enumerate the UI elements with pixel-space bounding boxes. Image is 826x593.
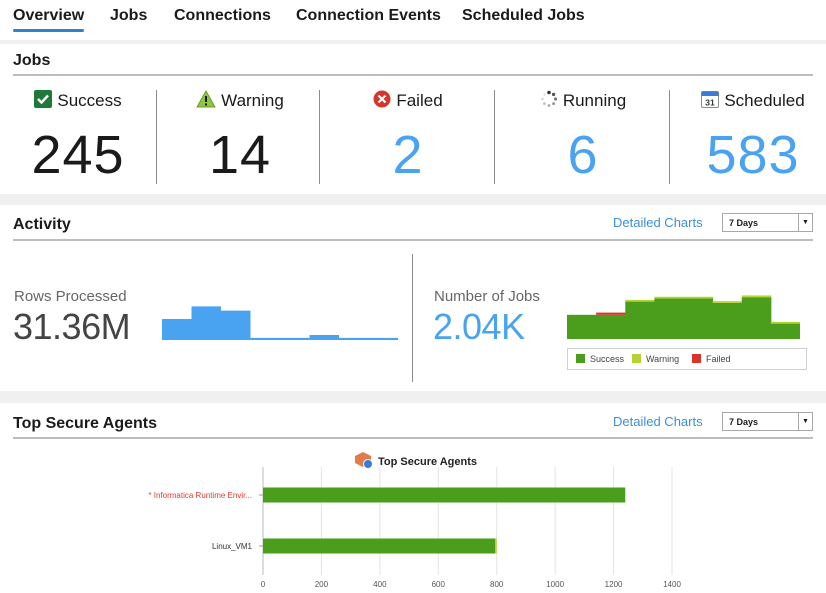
agents-bar-success[interactable] [263, 538, 496, 554]
chevron-down-icon: ▼ [798, 413, 812, 430]
legend-swatch-success [576, 354, 585, 363]
warning-count: 14 [208, 125, 272, 185]
failed-count: 2 [392, 125, 424, 185]
agents-title: Top Secure Agents [13, 415, 158, 432]
activity-divider [13, 239, 813, 241]
jobs-title: Jobs [13, 52, 51, 69]
running-count: 6 [567, 125, 599, 185]
jobs-bar-success [770, 323, 800, 339]
agents-chart-title-group: Top Secure Agents [355, 452, 477, 469]
stat-divider [494, 90, 495, 184]
jobs-bar-success [741, 297, 772, 339]
agents-range-value: 7 Days [729, 417, 759, 427]
activity-range-select[interactable]: 7 Days ▼ [722, 213, 813, 232]
agents-divider [13, 437, 813, 439]
warning-label: Warning [221, 91, 284, 110]
failed-stat[interactable]: Failed 2 [330, 90, 486, 185]
stat-divider [669, 90, 670, 184]
tab-connection-events[interactable]: Connection Events [296, 7, 441, 24]
legend-label-success: Success [590, 354, 625, 364]
agents-x-tick-label: 400 [373, 580, 387, 589]
jobs-bar-warning [625, 299, 655, 302]
scheduled-stat[interactable]: 31 Scheduled 583 [675, 90, 826, 185]
number-of-jobs-label: Number of Jobs [434, 288, 540, 305]
activity-range-value: 7 Days [729, 218, 759, 228]
agents-x-tick-label: 1200 [605, 580, 623, 589]
tab-jobs[interactable]: Jobs [110, 7, 148, 24]
agents-x-tick-label: 600 [432, 580, 446, 589]
jobs-bar-success [712, 302, 743, 339]
jobs-bar-success [567, 314, 597, 339]
failed-x-icon [373, 90, 391, 113]
chevron-down-icon: ▼ [798, 214, 812, 231]
rows-processed-area [162, 306, 398, 340]
number-of-jobs-value: 2.04K [433, 306, 525, 347]
agents-detailed-charts-link[interactable]: Detailed Charts [613, 414, 703, 429]
rows-processed-label: Rows Processed [14, 288, 127, 305]
jobs-bar-success [683, 298, 714, 339]
jobs-chart-legend: Success Warning Failed [567, 348, 807, 370]
agents-bar-success[interactable] [263, 487, 626, 503]
agents-range-select[interactable]: 7 Days ▼ [722, 412, 813, 431]
running-stat[interactable]: Running 6 [505, 90, 661, 185]
running-spinner-icon [540, 90, 558, 113]
legend-swatch-failed [692, 354, 701, 363]
jobs-bar-warning [654, 296, 684, 299]
legend-item-success: Success [576, 354, 624, 364]
legend-swatch-warning [632, 354, 641, 363]
rows-processed-chart [162, 306, 398, 340]
number-of-jobs-chart [567, 295, 800, 339]
success-stat[interactable]: Success 245 [0, 90, 156, 185]
agents-x-tick-label: 1400 [663, 580, 681, 589]
agents-x-tick-label: 1000 [546, 580, 564, 589]
activity-vertical-divider [412, 254, 413, 382]
jobs-bar-failed [596, 312, 626, 315]
activity-title: Activity [13, 216, 71, 233]
calendar-icon: 31 [701, 90, 720, 113]
agents-category-label: * Informatica Runtime Envir... [148, 491, 252, 500]
success-label: Success [57, 91, 122, 110]
jobs-bar-success [654, 298, 684, 339]
agents-chart-title: Top Secure Agents [378, 456, 477, 468]
legend-label-warning: Warning [646, 354, 680, 364]
agents-x-tick-label: 200 [315, 580, 329, 589]
tab-overview[interactable]: Overview [13, 7, 85, 32]
warning-triangle-icon [196, 89, 217, 113]
legend-item-failed: Failed [692, 354, 731, 364]
top-secure-agents-chart: Top Secure Agents 0 200 400 600 800 1000 1200 14… [148, 452, 681, 589]
tab-scheduled-jobs[interactable]: Scheduled Jobs [462, 7, 585, 24]
stat-divider [319, 90, 320, 184]
legend-item-warning: Warning [632, 354, 679, 364]
jobs-bar-warning [683, 296, 714, 299]
jobs-bar-success [596, 314, 626, 339]
scheduled-label: Scheduled [724, 91, 805, 110]
scheduled-count: 583 [706, 125, 800, 185]
secure-agent-icon [355, 452, 373, 469]
jobs-panel: Jobs [0, 44, 826, 194]
jobs-bar-success [625, 301, 655, 339]
tab-bar: Overview Jobs Connections Connection Eve… [0, 0, 826, 40]
activity-detailed-charts-link[interactable]: Detailed Charts [613, 215, 703, 230]
success-count: 245 [31, 125, 125, 185]
jobs-divider [13, 74, 813, 76]
agents-x-tick-label: 0 [261, 580, 266, 589]
jobs-bar-warning [712, 301, 743, 303]
agents-x-tick-label: 800 [490, 580, 504, 589]
failed-label: Failed [396, 91, 443, 110]
stat-divider [156, 90, 157, 184]
running-label: Running [562, 91, 627, 110]
checkbox-success-icon [34, 90, 53, 113]
agents-bar-warning[interactable] [495, 538, 497, 554]
jobs-bar-warning [741, 295, 772, 298]
tab-connections[interactable]: Connections [174, 7, 271, 24]
calendar-day: 31 [706, 98, 716, 108]
agents-category-label: Linux_VM1 [212, 542, 253, 551]
rows-processed-value: 31.36M [13, 306, 131, 347]
warning-stat[interactable]: Warning 14 [162, 89, 318, 185]
legend-label-failed: Failed [706, 354, 731, 364]
jobs-bar-warning [770, 321, 800, 324]
